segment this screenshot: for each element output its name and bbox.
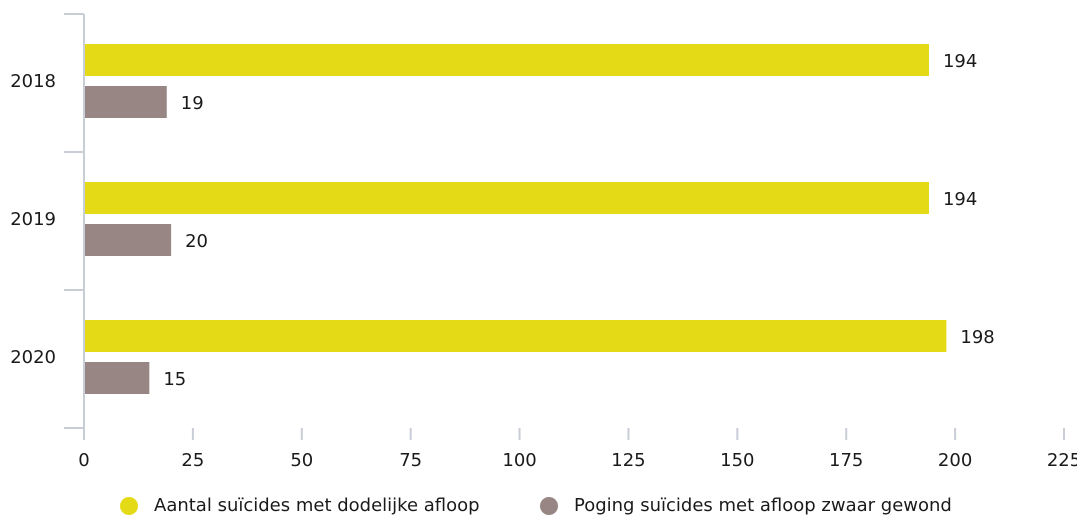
data-label: 198	[960, 327, 994, 348]
x-tick-label: 225	[1047, 450, 1077, 471]
x-tick-label: 50	[290, 450, 313, 471]
bar	[85, 44, 929, 76]
x-tick-label: 0	[78, 450, 89, 471]
x-tick-label: 175	[829, 450, 863, 471]
legend-label-series-1: Aantal suïcides met dodelijke afloop	[154, 495, 480, 516]
bar	[85, 320, 947, 352]
axes: 0 25 50 75 100 125 150 175 200 225	[64, 13, 1077, 471]
category-label: 2020	[10, 347, 56, 368]
x-tick-label: 25	[181, 450, 204, 471]
labels: 2018 2019 2020 194 194 198 19 20 15	[10, 51, 995, 390]
category-label: 2018	[10, 71, 56, 92]
data-label: 20	[185, 231, 208, 252]
x-tick-label: 125	[611, 450, 645, 471]
legend-swatch-series-1	[120, 496, 138, 515]
bar	[85, 362, 150, 394]
bar	[85, 86, 167, 118]
category-label: 2019	[10, 209, 56, 230]
x-tick-label: 200	[938, 450, 972, 471]
data-label: 194	[943, 189, 977, 210]
legend: Aantal suïcides met dodelijke afloop Pog…	[0, 495, 1077, 529]
bars	[85, 44, 947, 394]
x-tick-label: 150	[720, 450, 754, 471]
x-tick-label: 100	[502, 450, 536, 471]
bar	[85, 224, 172, 256]
legend-label-series-2: Poging suïcides met afloop zwaar gewond	[574, 495, 952, 516]
bar-chart: 0 25 50 75 100 125 150 175 200 225 20182019202019…	[10, 13, 1077, 471]
data-label: 19	[181, 93, 204, 114]
legend-swatch-series-2	[540, 496, 558, 515]
x-tick-label: 75	[399, 450, 422, 471]
bar	[85, 182, 929, 214]
legend-item-series-2: Poging suïcides met afloop zwaar gewond	[540, 495, 952, 516]
data-label: 15	[163, 369, 186, 390]
data-label: 194	[943, 51, 977, 72]
legend-item-series-1: Aantal suïcides met dodelijke afloop	[120, 495, 480, 516]
